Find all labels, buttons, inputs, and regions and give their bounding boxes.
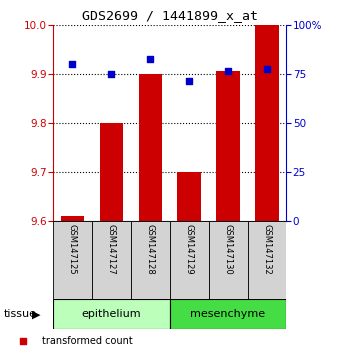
Text: GSM147132: GSM147132 [263, 224, 271, 274]
Text: tissue: tissue [3, 309, 36, 319]
Bar [248, 221, 286, 299]
Text: GSM147128: GSM147128 [146, 224, 155, 274]
Bar [100, 123, 123, 221]
Bar [217, 72, 240, 221]
Bar [131, 221, 170, 299]
Point [20, 338, 26, 343]
Text: ▶: ▶ [32, 309, 40, 319]
Point [70, 61, 75, 67]
Text: epithelium: epithelium [81, 309, 141, 319]
Bar [255, 25, 279, 221]
Text: GDS2699 / 1441899_x_at: GDS2699 / 1441899_x_at [83, 9, 258, 22]
Point [108, 71, 114, 77]
Bar [170, 221, 209, 299]
Bar [61, 216, 84, 221]
Text: GSM147130: GSM147130 [224, 224, 233, 274]
Text: transformed count: transformed count [42, 336, 133, 346]
Bar [53, 299, 170, 329]
Text: mesenchyme: mesenchyme [191, 309, 266, 319]
Bar [53, 221, 92, 299]
Bar [170, 299, 286, 329]
Bar [138, 74, 162, 221]
Text: GSM147129: GSM147129 [184, 224, 194, 274]
Bar [209, 221, 248, 299]
Text: GSM147125: GSM147125 [68, 224, 77, 274]
Point [147, 56, 153, 62]
Bar [177, 172, 201, 221]
Point [225, 69, 231, 74]
Point [187, 79, 192, 84]
Text: GSM147127: GSM147127 [107, 224, 116, 274]
Point [264, 66, 270, 72]
Bar [92, 221, 131, 299]
